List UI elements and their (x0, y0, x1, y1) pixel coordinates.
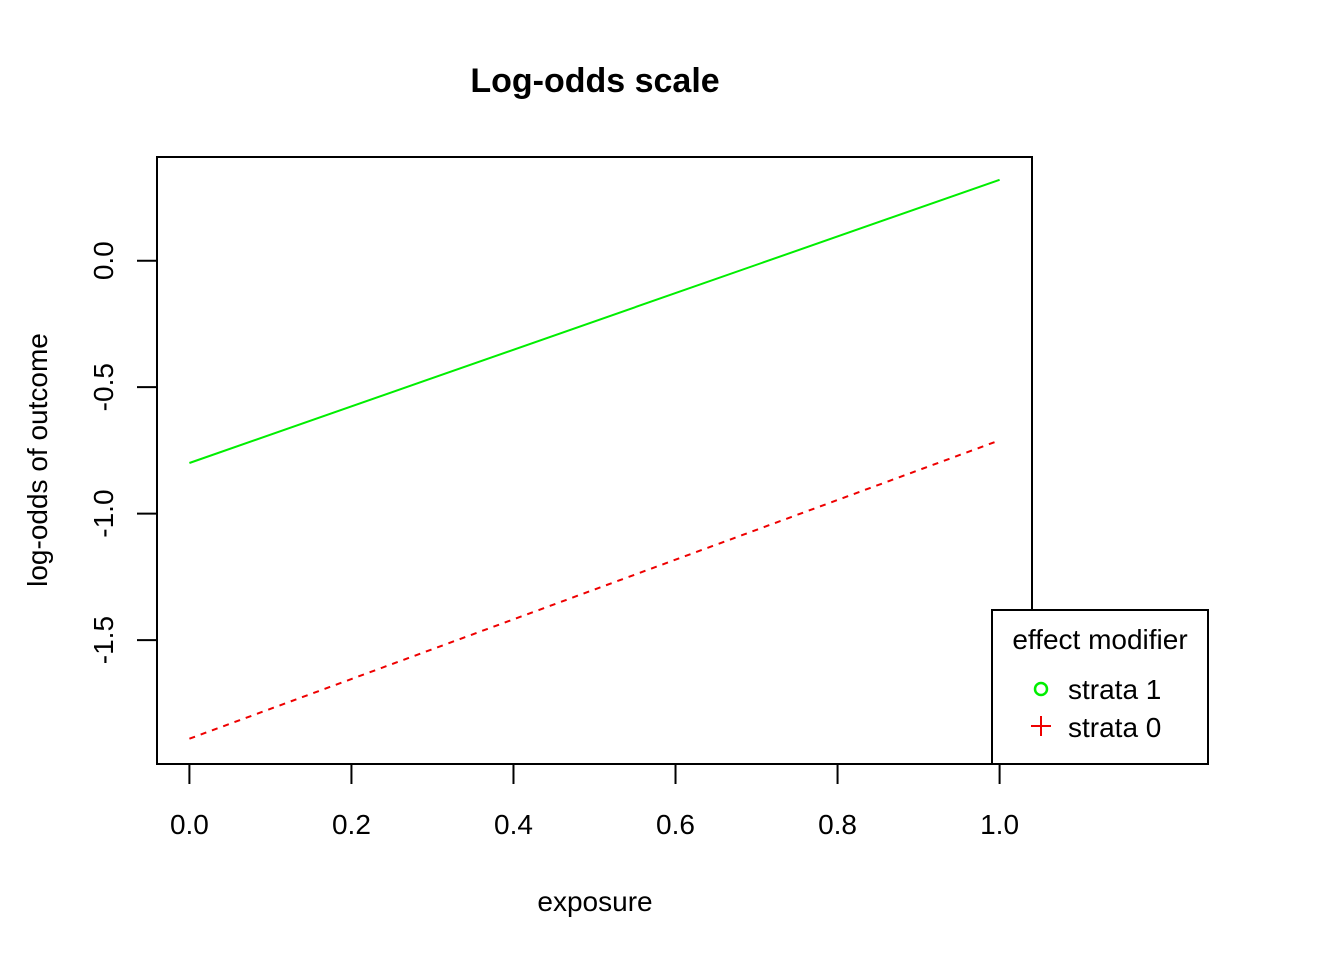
y-tick-label: 0.0 (88, 241, 119, 280)
series-layer (189, 178, 1000, 740)
series-line-strata-1 (189, 178, 1000, 464)
plot-frame (156, 156, 1033, 765)
y-tick-label: -0.5 (88, 363, 119, 411)
y-tick-label: -1.5 (88, 616, 119, 664)
x-tick-label: 0.8 (818, 809, 857, 840)
y-tick-label: -1.0 (88, 489, 119, 537)
x-tick-label: 0.0 (170, 809, 209, 840)
x-tick-label: 1.0 (980, 809, 1019, 840)
legend-title: effect modifier (1012, 624, 1187, 655)
chart-title: Log-odds scale (470, 62, 719, 100)
x-tick-label: 0.6 (656, 809, 695, 840)
x-axis-label: exposure (537, 886, 652, 917)
x-tick-label: 0.2 (332, 809, 371, 840)
legend-circle-icon (1033, 681, 1049, 697)
legend: effect modifier strata 1 strata 0 (991, 609, 1209, 765)
legend-box (991, 609, 1209, 765)
y-axis: 0.0 -0.5 -1.0 -1.5 (88, 241, 158, 664)
legend-plus-icon (1031, 716, 1051, 736)
series-line-strata-0 (189, 439, 1000, 740)
legend-label-strata-0: strata 0 (1068, 712, 1161, 743)
x-axis: 0.0 0.2 0.4 0.6 0.8 1.0 (170, 763, 1019, 840)
y-axis-label: log-odds of outcome (22, 333, 53, 587)
legend-label-strata-1: strata 1 (1068, 674, 1161, 705)
x-tick-label: 0.4 (494, 809, 533, 840)
